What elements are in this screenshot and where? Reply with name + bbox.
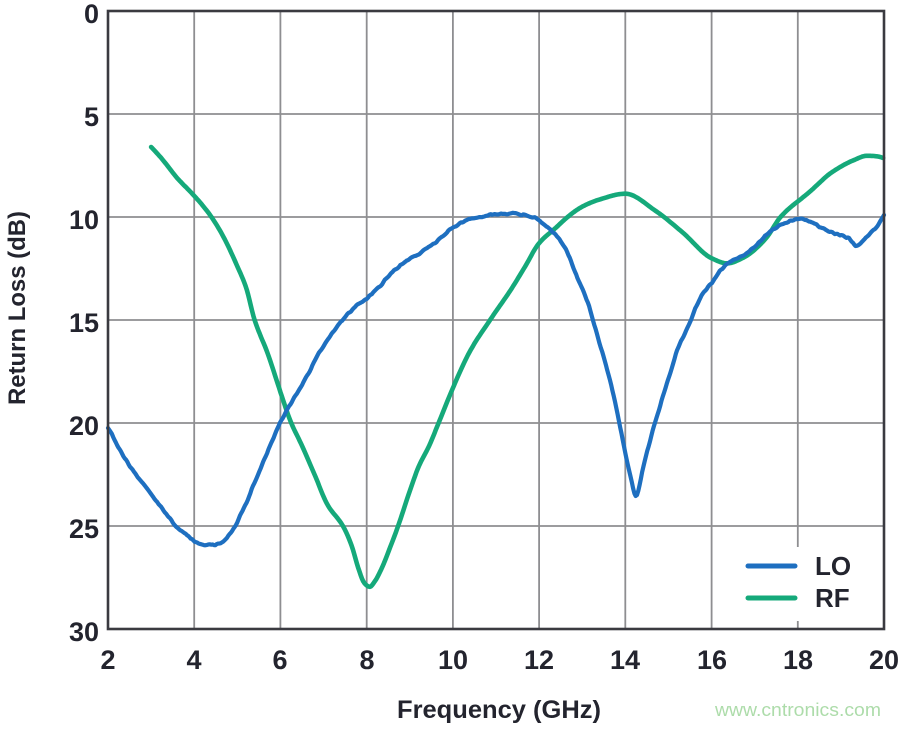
- svg-text:Return Loss (dB): Return Loss (dB): [4, 211, 31, 405]
- svg-text:5: 5: [84, 102, 99, 132]
- svg-text:4: 4: [186, 645, 201, 675]
- svg-text:20: 20: [69, 411, 99, 441]
- svg-text:30: 30: [69, 617, 99, 647]
- svg-text:8: 8: [359, 645, 374, 675]
- svg-text:2: 2: [100, 645, 115, 675]
- svg-text:15: 15: [69, 308, 99, 338]
- svg-text:18: 18: [783, 645, 813, 675]
- svg-text:LO: LO: [815, 551, 851, 581]
- svg-text:14: 14: [610, 645, 640, 675]
- svg-text:10: 10: [69, 205, 99, 235]
- svg-text:0: 0: [84, 0, 99, 29]
- svg-text:www.cntronics.com: www.cntronics.com: [714, 700, 881, 720]
- svg-text:25: 25: [69, 514, 99, 544]
- svg-text:16: 16: [697, 645, 727, 675]
- svg-text:10: 10: [438, 645, 468, 675]
- svg-text:6: 6: [272, 645, 287, 675]
- svg-text:Frequency (GHz): Frequency (GHz): [397, 696, 601, 724]
- svg-text:20: 20: [869, 645, 899, 675]
- svg-text:12: 12: [524, 645, 554, 675]
- svg-text:RF: RF: [815, 583, 850, 613]
